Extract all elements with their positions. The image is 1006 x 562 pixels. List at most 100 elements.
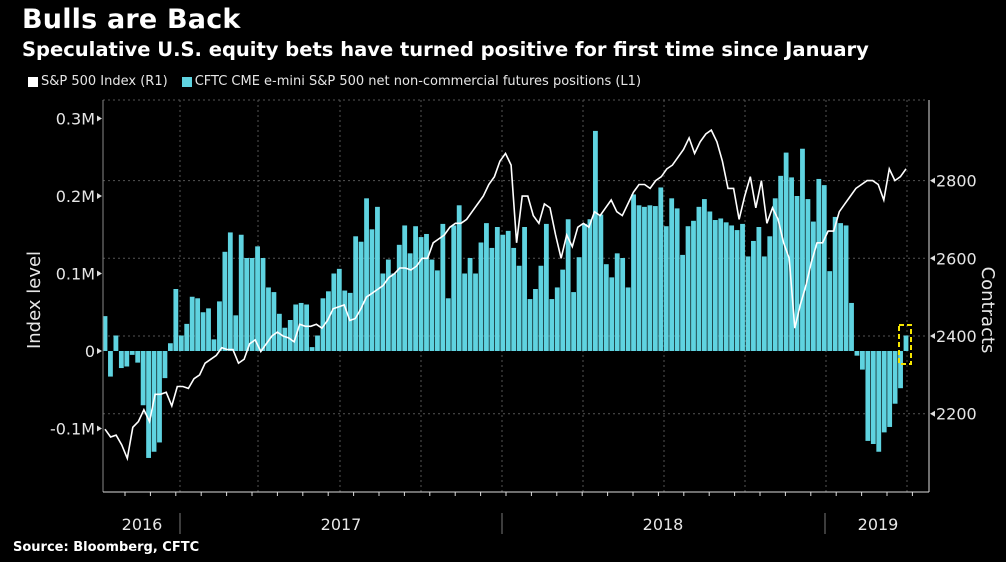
bar xyxy=(320,298,326,351)
bar xyxy=(484,223,489,351)
bar xyxy=(146,351,151,458)
bar xyxy=(217,301,222,351)
bar xyxy=(734,230,740,351)
left-tick xyxy=(97,348,102,354)
bar xyxy=(162,351,168,379)
right-axis-label: Contracts xyxy=(977,267,998,354)
bar xyxy=(614,253,620,351)
bar xyxy=(701,199,707,351)
bar xyxy=(680,254,685,351)
legend: S&P 500 Index (R1) CFTC CME e-mini S&P 5… xyxy=(28,74,641,89)
bar xyxy=(440,223,446,351)
bar xyxy=(227,232,233,351)
bar xyxy=(140,351,146,406)
bar xyxy=(129,351,135,355)
bar xyxy=(554,287,560,351)
left-tick xyxy=(97,115,102,122)
bar xyxy=(576,257,582,351)
left-tick xyxy=(97,193,102,199)
bar xyxy=(500,234,506,351)
bar xyxy=(865,351,871,441)
bar xyxy=(887,351,893,427)
left-tick-label: 0.3M xyxy=(56,110,95,129)
bar xyxy=(892,351,898,404)
bar xyxy=(407,253,413,351)
bar xyxy=(832,216,838,351)
bar xyxy=(603,264,609,351)
bar xyxy=(108,351,113,377)
bar xyxy=(674,208,680,351)
year-label: 2019 xyxy=(858,515,899,534)
bar xyxy=(402,225,408,351)
bar-series xyxy=(102,130,909,458)
bar xyxy=(287,320,293,351)
bar xyxy=(751,240,756,351)
bar xyxy=(238,234,244,351)
bar xyxy=(903,335,909,351)
bar xyxy=(178,335,184,351)
bar xyxy=(870,351,876,444)
bar xyxy=(685,226,691,351)
bar xyxy=(456,205,462,351)
bar xyxy=(364,198,369,351)
left-tick-label: 0.1M xyxy=(56,265,95,284)
bar xyxy=(336,268,342,351)
bar xyxy=(369,229,375,351)
right-tick xyxy=(930,177,935,184)
bar xyxy=(691,220,696,351)
bar xyxy=(478,242,484,351)
sp500-line xyxy=(104,128,907,462)
source-note: Source: Bloomberg, CFTC xyxy=(13,540,200,555)
bar xyxy=(282,327,288,351)
bar xyxy=(358,241,364,351)
highlight-box xyxy=(898,324,912,365)
bar xyxy=(816,178,822,351)
bar xyxy=(543,223,549,351)
bar xyxy=(249,258,255,351)
bar xyxy=(391,273,397,351)
bar xyxy=(494,227,500,351)
bar xyxy=(598,214,604,351)
bar xyxy=(522,227,527,351)
bar xyxy=(396,244,402,351)
bar xyxy=(652,206,658,351)
bar xyxy=(625,287,631,351)
bar xyxy=(271,292,277,351)
bar xyxy=(413,226,418,351)
legend-item-sp500: S&P 500 Index (R1) xyxy=(28,74,168,89)
bar xyxy=(167,343,173,351)
bar xyxy=(429,259,435,351)
bar xyxy=(102,316,108,351)
bar xyxy=(838,223,844,351)
bar xyxy=(135,351,141,363)
bar xyxy=(113,335,119,351)
axes: 0.3M 0.2M 0.1M 0 -0.1M 2800 2600 2400 2200 2016 20… xyxy=(50,100,977,534)
legend-item-cftc: CFTC CME e-mini S&P 500 net non-commerci… xyxy=(181,74,641,89)
bar xyxy=(571,292,577,351)
bar xyxy=(445,298,451,351)
bar xyxy=(233,315,239,351)
bar xyxy=(206,308,211,351)
bar xyxy=(794,196,800,351)
chart-title: Bulls are Back xyxy=(22,4,241,35)
bar xyxy=(843,225,849,351)
bar xyxy=(489,247,495,351)
bar xyxy=(326,291,331,351)
bar xyxy=(184,323,190,351)
bar xyxy=(881,351,887,433)
bar xyxy=(380,273,386,351)
bar xyxy=(293,304,299,351)
bar xyxy=(761,256,767,351)
bar xyxy=(451,225,457,351)
bar xyxy=(527,299,533,351)
bar xyxy=(565,219,571,351)
bar xyxy=(173,289,179,351)
bar xyxy=(642,206,647,351)
left-tick-label: 0.2M xyxy=(56,187,95,206)
bar xyxy=(434,270,440,351)
bar xyxy=(849,302,854,351)
bar xyxy=(620,258,626,351)
bar xyxy=(347,292,353,351)
bar xyxy=(718,218,724,351)
